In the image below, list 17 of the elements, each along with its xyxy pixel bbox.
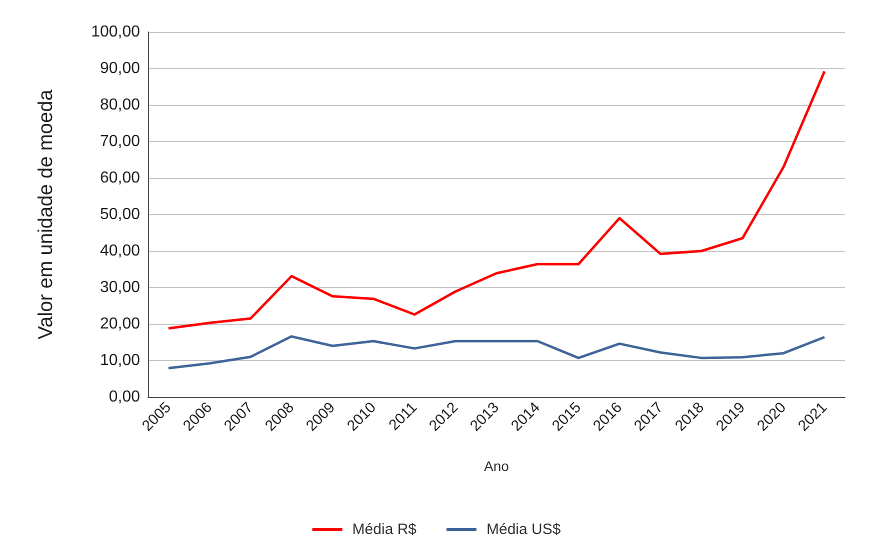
x-axis-title: Ano [484, 458, 510, 474]
y-axis-title: Valor em unidade de moeda [35, 88, 57, 340]
y-tick-label: 40,00 [100, 242, 140, 260]
y-tick-label: 20,00 [100, 316, 140, 332]
line-series [167, 70, 826, 330]
y-tick-label: 60,00 [100, 170, 140, 186]
y-tick-label: 10,00 [100, 352, 140, 369]
y-tick-label: 30,00 [100, 279, 140, 296]
line-series [167, 335, 826, 370]
y-tick-label: 90,00 [100, 60, 140, 77]
legend-label: Média US$ [486, 521, 562, 538]
y-tick-label: 70,00 [100, 133, 140, 150]
y-tick-label: 0,00 [108, 388, 140, 406]
y-tick-label: 80,00 [100, 96, 140, 114]
legend-label: Média R$ [352, 521, 418, 538]
y-tick-label: 50,00 [100, 206, 140, 223]
y-tick-label: 100,00 [91, 24, 140, 40]
